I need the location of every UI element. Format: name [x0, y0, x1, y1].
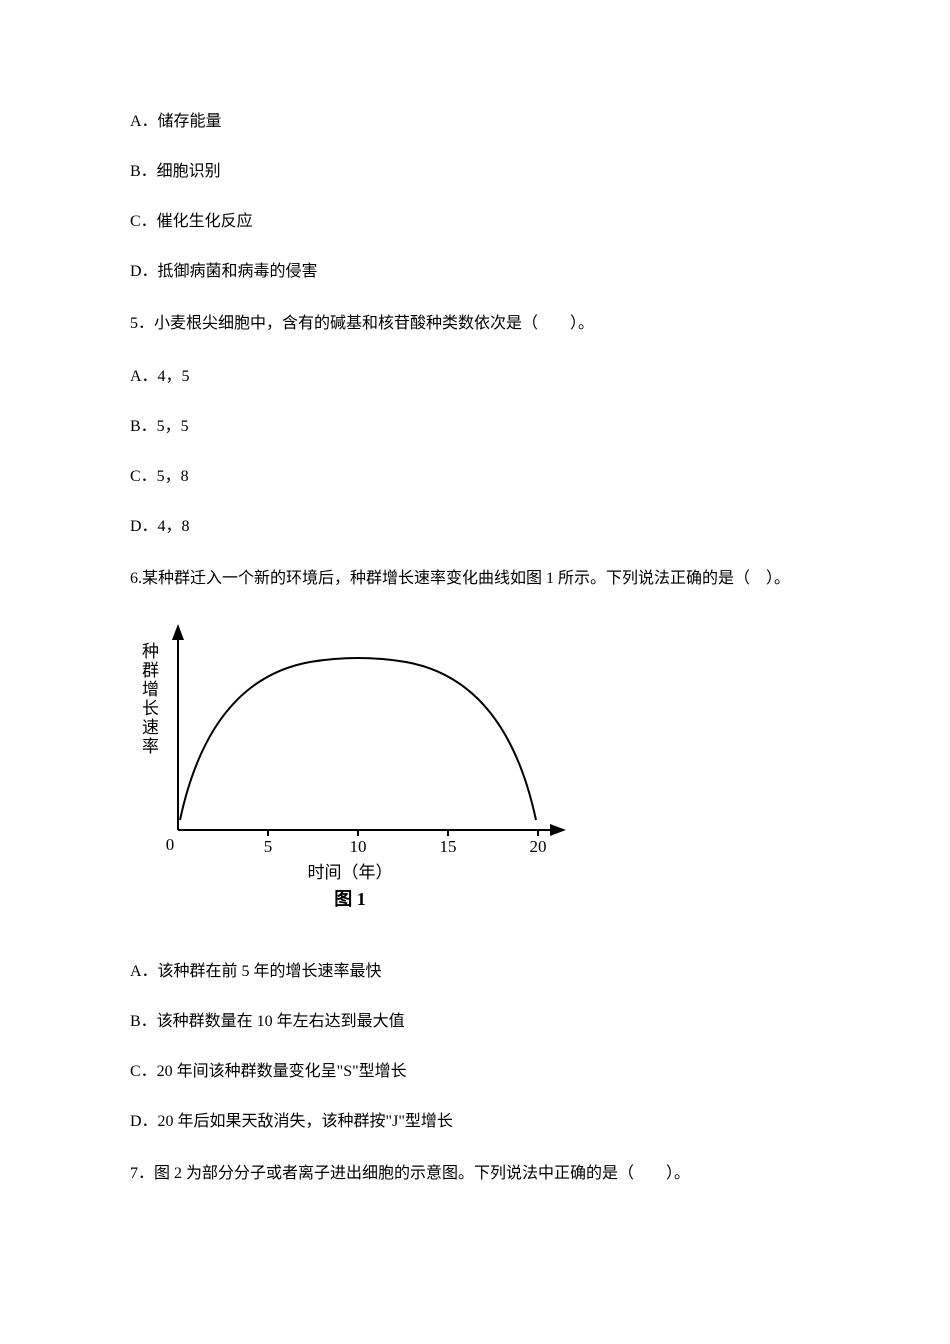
q4-option-c: C．催化生化反应: [130, 210, 820, 234]
q5-option-a: A．4，5: [130, 365, 820, 389]
svg-text:0: 0: [166, 835, 175, 854]
q7-stem: 7．图 2 为部分分子或者离子进出细胞的示意图。下列说法中正确的是（ ）。: [130, 1160, 820, 1189]
q6-stem: 6.某种群迁入一个新的环境后，种群增长速率变化曲线如图 1 所示。下列说法正确的…: [130, 565, 820, 594]
svg-text:10: 10: [350, 837, 367, 856]
document-page: A．储存能量 B．细胞识别 C．催化生化反应 D．抵御病菌和病毒的侵害 5．小麦…: [0, 0, 950, 1294]
q4-option-a: A．储存能量: [130, 110, 820, 134]
q4-option-b: B．细胞识别: [130, 160, 820, 184]
svg-text:5: 5: [264, 837, 273, 856]
q6-chart: 种群增长速率 0 5 10 15 20 时间（年） 图 1: [130, 620, 570, 930]
q6-option-c: C．20 年间该种群数量变化呈"S"型增长: [130, 1060, 820, 1084]
svg-text:15: 15: [440, 837, 457, 856]
q5-option-d: D．4，8: [130, 515, 820, 539]
q6-option-b: B．该种群数量在 10 年左右达到最大值: [130, 1010, 820, 1034]
svg-text:20: 20: [530, 837, 547, 856]
q4-option-d: D．抵御病菌和病毒的侵害: [130, 260, 820, 284]
q6-option-d: D．20 年后如果天敌消失，该种群按"J"型增长: [130, 1110, 820, 1134]
q5-option-c: C．5，8: [130, 465, 820, 489]
q5-stem: 5．小麦根尖细胞中，含有的碱基和核苷酸种类数依次是（ ）。: [130, 310, 820, 339]
chart-caption: 图 1: [130, 885, 570, 911]
chart-x-axis-label: 时间（年）: [130, 858, 570, 883]
chart-svg: 0 5 10 15 20: [130, 620, 570, 860]
q6-option-a: A．该种群在前 5 年的增长速率最快: [130, 960, 820, 984]
chart-y-axis-label: 种群增长速率: [136, 642, 161, 756]
q5-option-b: B．5，5: [130, 415, 820, 439]
